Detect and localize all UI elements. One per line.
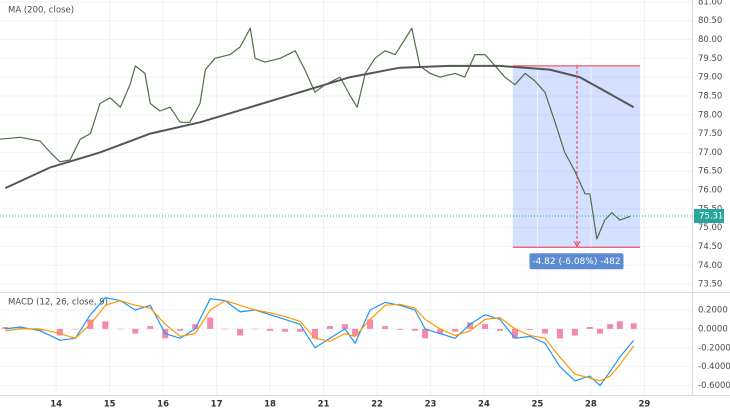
pane-title: MA (200, close) — [8, 6, 74, 16]
histogram-bar — [437, 328, 444, 334]
histogram-bar — [117, 328, 124, 330]
histogram-bar — [482, 324, 489, 329]
y-tick-label: 77.00 — [698, 148, 722, 158]
x-tick-label: 16 — [157, 400, 169, 410]
histogram-bar — [237, 328, 244, 336]
histogram-bar — [630, 323, 637, 329]
line-series — [0, 27, 631, 240]
x-tick-label: 24 — [478, 400, 490, 410]
y-tick-label: 0.2000 — [698, 306, 728, 316]
histogram-bar — [252, 328, 259, 330]
y-tick-label: -0.4000 — [698, 362, 730, 372]
y-tick-label: 79.00 — [698, 73, 722, 83]
x-tick-label: 15 — [104, 400, 116, 410]
y-tick-label: 79.50 — [698, 54, 722, 64]
x-tick-label: 21 — [318, 400, 330, 410]
histogram-bar — [422, 328, 429, 339]
y-tick-label: 77.50 — [698, 129, 722, 139]
histogram-bar — [282, 328, 289, 332]
y-tick-label: 78.00 — [698, 110, 722, 120]
line-series — [5, 297, 635, 387]
y-tick-label: 73.50 — [698, 280, 722, 290]
measure-arrowhead — [573, 240, 581, 248]
histogram-bar — [607, 324, 614, 329]
histogram-bar — [452, 328, 459, 332]
y-tick-label: 75.00 — [698, 223, 722, 233]
histogram-bar — [571, 328, 578, 336]
x-tick-label: 25 — [532, 400, 544, 410]
y-tick-label: 76.50 — [698, 167, 722, 177]
histogram-bar — [132, 328, 139, 334]
y-tick-label: -0.6000 — [698, 381, 730, 391]
histogram-bar — [207, 317, 214, 329]
histogram-bar — [597, 328, 604, 334]
pane-title: MACD (12, 26, close, 9) — [8, 298, 108, 308]
histogram-bar — [56, 328, 63, 336]
histogram-bar — [297, 328, 304, 332]
histogram-bar — [72, 328, 79, 330]
histogram-bar — [541, 328, 548, 334]
histogram-bar — [497, 328, 504, 331]
histogram-bar — [382, 326, 389, 329]
histogram-bar — [511, 328, 518, 339]
histogram-bar — [367, 319, 374, 329]
histogram-bar — [341, 324, 348, 329]
x-tick-label: 29 — [638, 400, 650, 410]
measure-label-box — [529, 253, 624, 270]
y-tick-label: 0.0000 — [698, 324, 728, 334]
line-series — [4, 64, 635, 190]
y-tick-label: 78.50 — [698, 91, 722, 101]
x-tick-label: 18 — [264, 400, 276, 410]
histogram-bar — [192, 324, 199, 329]
histogram-bar — [467, 322, 474, 329]
histogram-bar — [311, 328, 318, 339]
x-tick-label: 28 — [585, 400, 597, 410]
y-tick-label: 74.00 — [698, 261, 722, 271]
x-tick-label: 17 — [211, 400, 223, 410]
y-tick-label: 80.50 — [698, 16, 722, 26]
histogram-bar — [267, 328, 274, 331]
measure-label: -4.82 (-6.08%) -482 — [532, 257, 620, 267]
histogram-bar — [177, 328, 184, 331]
histogram-bar — [17, 327, 24, 329]
histogram-bar — [397, 328, 404, 330]
histogram-bar — [222, 328, 229, 330]
histogram-bar — [352, 328, 359, 336]
histogram-bar — [556, 328, 563, 339]
measure-area — [512, 65, 641, 248]
last-price-box — [694, 208, 724, 223]
x-tick-label: 23 — [425, 400, 437, 410]
y-tick-label: 76.00 — [698, 186, 722, 196]
histogram-bar — [411, 328, 418, 331]
histogram-bar — [616, 321, 623, 329]
histogram-bar — [326, 326, 333, 329]
y-tick-label: 74.50 — [698, 242, 722, 252]
histogram-bar — [586, 327, 593, 329]
y-tick-label: 80.00 — [698, 35, 722, 45]
data-layer — [0, 27, 637, 387]
histogram-bar — [147, 326, 154, 329]
histogram-bar — [102, 321, 109, 329]
line-series — [5, 300, 635, 382]
histogram-bar — [37, 328, 44, 331]
x-tick-label: 22 — [371, 400, 383, 410]
histogram-bar — [2, 327, 9, 329]
x-tick-label: 14 — [50, 400, 62, 410]
last-price-label: 75.31 — [699, 211, 723, 221]
histogram-bar — [526, 328, 533, 330]
y-tick-label: 81.00 — [698, 0, 722, 7]
y-tick-label: -0.2000 — [698, 343, 730, 353]
